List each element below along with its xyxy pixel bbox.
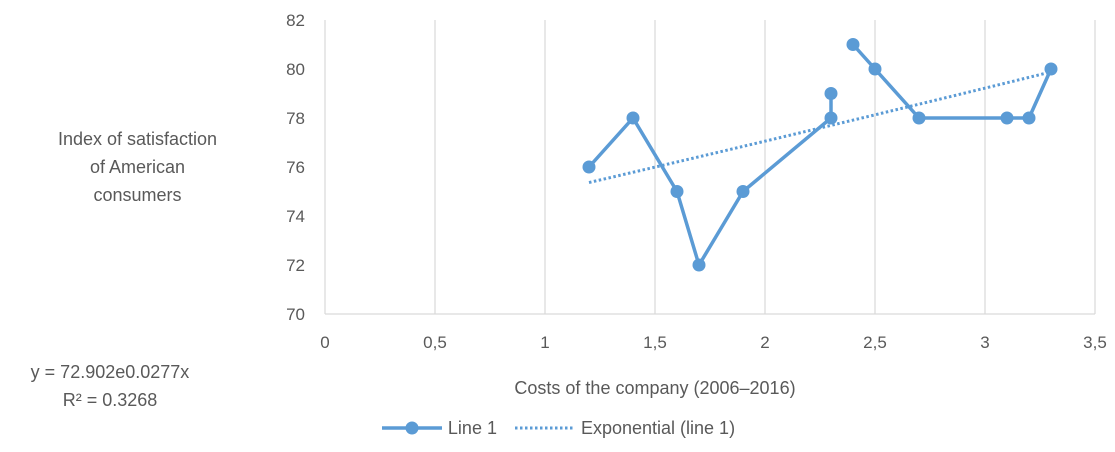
legend: Line 1 Exponential (line 1) (0, 414, 1115, 442)
y-tick-label: 72 (286, 256, 305, 275)
y-tick-label: 80 (286, 60, 305, 79)
data-point (824, 87, 838, 100)
y-tick-label: 74 (286, 207, 305, 226)
data-point (1044, 62, 1058, 76)
x-tick-label: 1,5 (643, 333, 667, 352)
gridlines (324, 20, 1096, 315)
legend-item-exponential: Exponential (line 1) (513, 418, 735, 439)
legend-line-marker-icon (381, 421, 442, 435)
x-tick-label: 3 (980, 333, 989, 352)
legend-label: Line 1 (447, 417, 497, 438)
x-tick-label: 1 (540, 333, 549, 352)
data-point (582, 160, 596, 174)
legend-item-line-1: Line 1 (380, 418, 497, 439)
series-line (587, 91, 833, 267)
x-tick-label: 0 (320, 333, 329, 352)
tick-labels: 0 0,5 1 1,5 2 2,5 3 3,5 70 72 74 76 78 80 82 (286, 11, 1107, 352)
data-point (626, 111, 640, 125)
equation-line: y = 72.902e0.0277x (30, 362, 190, 382)
data-point (692, 258, 706, 272)
x-axis-title: Costs of the company (2006–2016) (514, 378, 795, 398)
y-tick-label: 70 (286, 305, 305, 324)
data-point (736, 185, 750, 198)
r-squared-line: R² = 0.3268 (62, 390, 158, 410)
data-point (1022, 111, 1036, 125)
data-point (912, 111, 926, 125)
x-tick-label: 2,5 (863, 333, 887, 352)
legend-label: Exponential (line 1) (580, 417, 736, 438)
series-line (851, 42, 1053, 120)
x-tick-label: 0,5 (423, 333, 447, 352)
x-tick-label: 3,5 (1083, 333, 1107, 352)
data-point (824, 111, 838, 125)
data-point (868, 62, 882, 76)
y-axis-title-line: consumers (93, 185, 182, 205)
y-axis-title-line: Index of satisfaction (57, 129, 218, 149)
y-tick-label: 78 (286, 109, 305, 128)
y-axis-title-line: of American (89, 157, 186, 177)
series-layer (582, 38, 1058, 272)
trendline-equation: y = 72.902e0.0277x R² = 0.3268 (10, 358, 210, 414)
data-point (846, 38, 860, 51)
legend-dotted-line-icon (514, 426, 575, 430)
data-point (670, 185, 684, 198)
x-tick-label: 2 (760, 333, 769, 352)
y-tick-label: 82 (286, 11, 305, 30)
data-point (1000, 111, 1014, 125)
y-tick-label: 76 (286, 158, 305, 177)
y-axis-title: Index of satisfaction of American consum… (20, 125, 255, 209)
